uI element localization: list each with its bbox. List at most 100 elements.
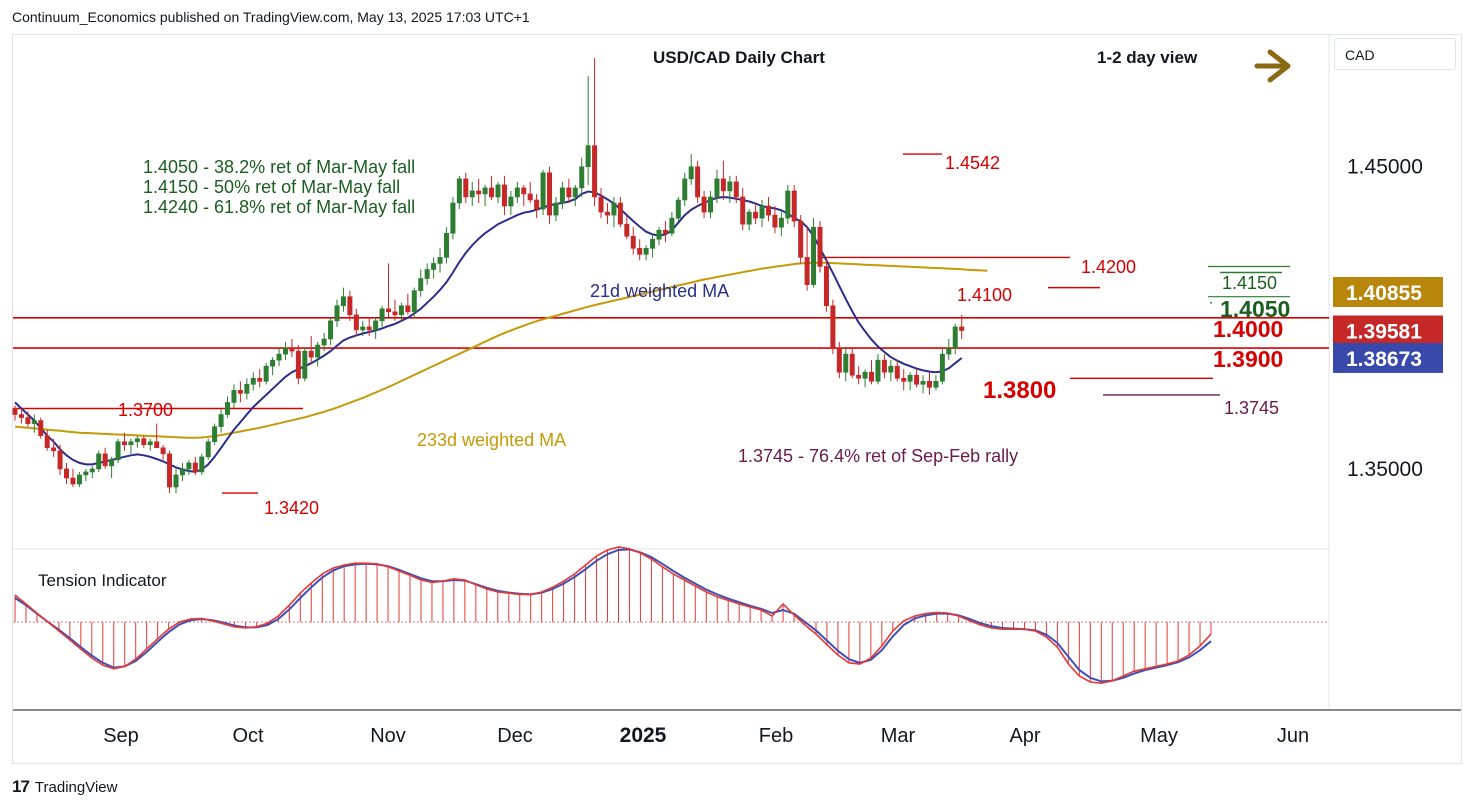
candle-body bbox=[437, 257, 443, 264]
candle bbox=[405, 293, 411, 315]
candle bbox=[38, 417, 44, 439]
candle bbox=[489, 175, 495, 200]
candle-body bbox=[366, 326, 372, 331]
chart-frame bbox=[12, 34, 1462, 764]
candle-body bbox=[553, 202, 559, 216]
candle bbox=[212, 423, 218, 445]
x-tick-label: Apr bbox=[1009, 725, 1040, 747]
candle-body bbox=[411, 290, 417, 313]
candle-body bbox=[205, 441, 211, 458]
candle-body bbox=[347, 296, 353, 316]
candle bbox=[753, 203, 759, 225]
brand-name[interactable]: TradingView bbox=[34, 778, 118, 796]
candle bbox=[418, 269, 424, 297]
candle bbox=[141, 435, 147, 448]
candle-body bbox=[398, 305, 404, 316]
candle-body bbox=[798, 220, 804, 258]
candle bbox=[205, 438, 211, 460]
candle-body bbox=[604, 211, 610, 216]
retracement-note: 1.3745 - 76.4% ret of Sep-Feb rally bbox=[738, 446, 1018, 466]
candle-body bbox=[894, 365, 900, 379]
candle bbox=[70, 468, 76, 488]
symbol-box[interactable]: CAD bbox=[1334, 38, 1456, 70]
candle bbox=[289, 338, 295, 358]
candle bbox=[901, 369, 907, 391]
candle bbox=[508, 190, 514, 216]
candle-body bbox=[96, 453, 102, 470]
candle bbox=[785, 184, 791, 225]
candle-body bbox=[753, 211, 759, 219]
candle bbox=[482, 184, 488, 207]
footer: 17 TradingView bbox=[12, 777, 117, 797]
candle-body bbox=[785, 190, 791, 219]
candle-body bbox=[115, 441, 121, 461]
candle bbox=[804, 227, 810, 291]
candle bbox=[31, 414, 37, 433]
price-tag-box bbox=[1333, 315, 1443, 346]
candle-body bbox=[624, 223, 630, 237]
candle bbox=[76, 471, 82, 488]
level-label-1-4000: 1.4000 bbox=[1213, 316, 1283, 342]
candle bbox=[89, 465, 95, 478]
candle bbox=[270, 357, 276, 376]
candle-body bbox=[405, 305, 411, 313]
candle bbox=[836, 342, 842, 379]
candle-body bbox=[521, 187, 527, 195]
candle-body bbox=[463, 178, 469, 198]
price-tag: 1.39581 bbox=[1333, 315, 1443, 346]
candle-body bbox=[431, 263, 437, 270]
candle bbox=[798, 215, 804, 264]
candle bbox=[276, 348, 282, 367]
candle-body bbox=[714, 178, 720, 198]
candle-body bbox=[186, 462, 192, 470]
candle-body bbox=[708, 196, 714, 213]
candle-body bbox=[160, 447, 166, 455]
candle bbox=[559, 181, 565, 210]
candle-body bbox=[38, 420, 44, 436]
candle-body bbox=[869, 371, 875, 382]
candle-body bbox=[83, 471, 89, 476]
candle bbox=[675, 196, 681, 222]
level-label-1-3420: 1.3420 bbox=[264, 498, 319, 518]
candle bbox=[727, 175, 733, 204]
candle-body bbox=[920, 380, 926, 385]
candle-body bbox=[102, 453, 108, 467]
candle bbox=[295, 345, 301, 385]
candle-body bbox=[856, 374, 862, 379]
fib-note: 1.4150 - 50% ret of Mar-May fall bbox=[143, 177, 400, 197]
candle bbox=[662, 221, 668, 243]
candle bbox=[398, 302, 404, 321]
candle-body bbox=[778, 217, 784, 228]
candle bbox=[914, 369, 920, 388]
candle bbox=[44, 429, 50, 451]
price-tag-box bbox=[1333, 277, 1443, 307]
level-label-1-4200: 1.4200 bbox=[1081, 257, 1136, 277]
candle bbox=[411, 287, 417, 318]
candle bbox=[353, 308, 359, 336]
candle-body bbox=[443, 232, 449, 258]
candle bbox=[315, 342, 321, 367]
publisher-header: Continuum_Economics published on Trading… bbox=[12, 9, 530, 25]
candle bbox=[334, 299, 340, 327]
candle bbox=[244, 378, 250, 400]
candle bbox=[495, 181, 501, 204]
tradingview-logo: 17 bbox=[12, 777, 30, 796]
candle bbox=[907, 372, 913, 391]
candle bbox=[643, 245, 649, 261]
candle bbox=[592, 57, 598, 207]
candle-body bbox=[559, 187, 565, 204]
candle-body bbox=[695, 166, 701, 198]
price-tag-label: 1.39581 bbox=[1346, 320, 1422, 343]
candle-body bbox=[418, 278, 424, 291]
candle-body bbox=[630, 235, 636, 249]
candle bbox=[598, 187, 604, 219]
candle bbox=[302, 348, 308, 382]
candle-body bbox=[353, 314, 359, 331]
candle-body bbox=[340, 296, 346, 307]
candle-body bbox=[650, 238, 656, 249]
candle-body bbox=[514, 187, 520, 198]
candle bbox=[476, 178, 482, 204]
candle bbox=[617, 196, 623, 228]
candle-body bbox=[424, 269, 430, 279]
